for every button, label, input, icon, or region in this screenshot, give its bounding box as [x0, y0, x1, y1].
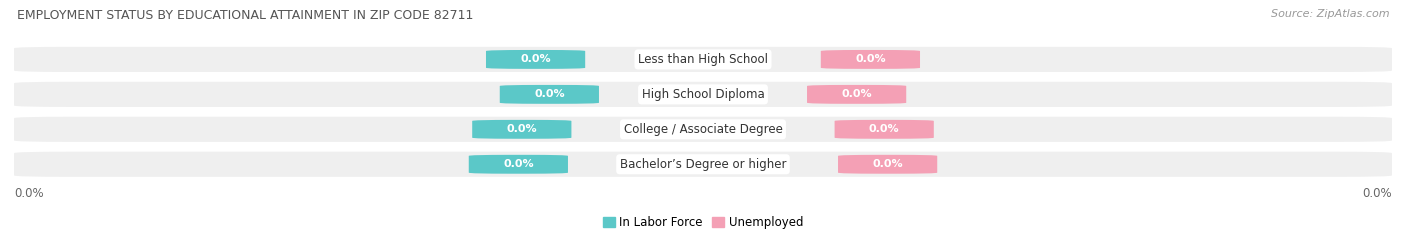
FancyBboxPatch shape: [14, 82, 1392, 107]
FancyBboxPatch shape: [14, 47, 1392, 72]
Text: Bachelor’s Degree or higher: Bachelor’s Degree or higher: [620, 158, 786, 171]
FancyBboxPatch shape: [486, 50, 585, 69]
Text: High School Diploma: High School Diploma: [641, 88, 765, 101]
Legend: In Labor Force, Unemployed: In Labor Force, Unemployed: [603, 216, 803, 229]
FancyBboxPatch shape: [821, 50, 920, 69]
FancyBboxPatch shape: [499, 85, 599, 104]
Text: 0.0%: 0.0%: [872, 159, 903, 169]
FancyBboxPatch shape: [14, 152, 1392, 177]
Text: 0.0%: 0.0%: [1362, 187, 1392, 200]
Text: Less than High School: Less than High School: [638, 53, 768, 66]
Text: 0.0%: 0.0%: [520, 55, 551, 64]
Text: EMPLOYMENT STATUS BY EDUCATIONAL ATTAINMENT IN ZIP CODE 82711: EMPLOYMENT STATUS BY EDUCATIONAL ATTAINM…: [17, 9, 474, 22]
Text: 0.0%: 0.0%: [506, 124, 537, 134]
FancyBboxPatch shape: [468, 155, 568, 174]
Text: Source: ZipAtlas.com: Source: ZipAtlas.com: [1271, 9, 1389, 19]
Text: 0.0%: 0.0%: [503, 159, 534, 169]
Text: 0.0%: 0.0%: [14, 187, 44, 200]
Text: 0.0%: 0.0%: [855, 55, 886, 64]
FancyBboxPatch shape: [835, 120, 934, 139]
FancyBboxPatch shape: [14, 117, 1392, 142]
Text: College / Associate Degree: College / Associate Degree: [624, 123, 782, 136]
FancyBboxPatch shape: [807, 85, 907, 104]
Text: 0.0%: 0.0%: [534, 89, 565, 99]
FancyBboxPatch shape: [472, 120, 571, 139]
FancyBboxPatch shape: [838, 155, 938, 174]
Text: 0.0%: 0.0%: [841, 89, 872, 99]
Text: 0.0%: 0.0%: [869, 124, 900, 134]
